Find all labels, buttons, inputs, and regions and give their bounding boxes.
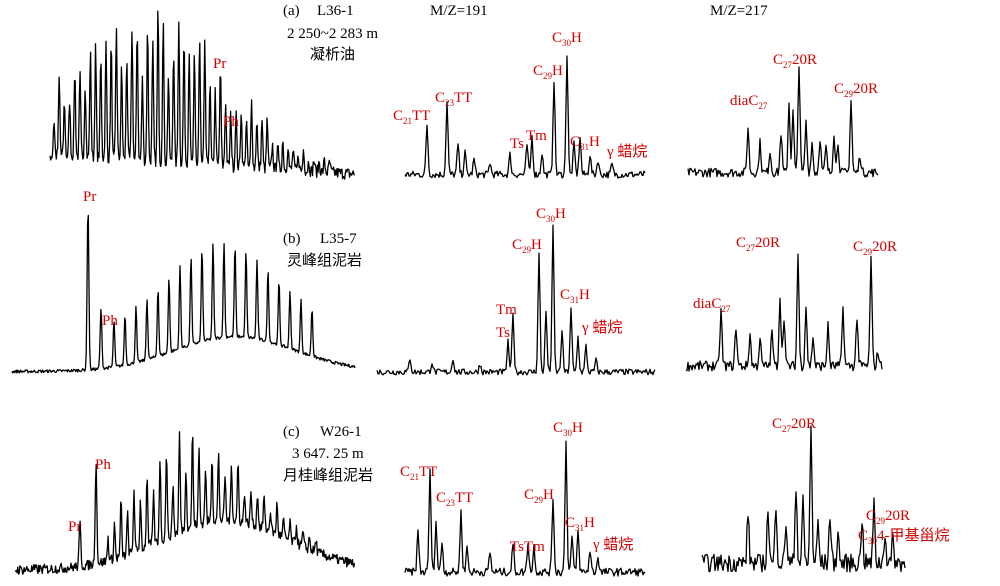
panel-b-m191-trace bbox=[376, 224, 656, 376]
mz191-header: M/Z=191 bbox=[430, 3, 488, 19]
panel-a-gammacerane-label: γ 蜡烷 bbox=[606, 143, 647, 160]
panel-a-pr-label: Pr bbox=[213, 56, 226, 72]
panel-a-tm-label: Tm bbox=[526, 128, 547, 144]
panel-c-c21tt-label: C21TT bbox=[400, 464, 437, 482]
panel-b-well: L35-7 bbox=[320, 231, 357, 247]
panel-a-ph-label: Ph bbox=[223, 114, 239, 130]
panel-a-c29h-label: C29H bbox=[533, 63, 563, 81]
panel-c: (c) W26-1 3 647. 25 m 月桂峰组泥岩 Ph Pr C21TT… bbox=[15, 416, 950, 577]
panel-c-c31h-label: C31H bbox=[565, 515, 595, 533]
panel-b-c29-20r-label: C2920R bbox=[853, 239, 897, 257]
panel-b-ph-label: Ph bbox=[102, 313, 118, 329]
panel-a-c31h-label: C31H bbox=[570, 134, 600, 152]
panel-b-ts-label: Ts bbox=[496, 325, 510, 341]
panel-b-c31h-label: C31H bbox=[560, 287, 590, 305]
panel-b-m217-trace bbox=[685, 253, 883, 372]
panel-c-c27-20r-label: C2720R bbox=[772, 416, 816, 434]
panel-c-sample: 月桂峰组泥岩 bbox=[283, 467, 373, 484]
panel-a-diac27-label: diaC27 bbox=[730, 93, 768, 111]
panel-a-ts-label: Ts bbox=[510, 136, 524, 152]
panel-c-c30-sterane-label: C304-甲基甾烷 bbox=[858, 527, 950, 546]
panel-a-c30h-label: C30H bbox=[552, 30, 582, 48]
panel-b-c27-20r-label: C2720R bbox=[736, 235, 780, 253]
panel-b-c30h-label: C30H bbox=[536, 206, 566, 224]
panel-c-tag: (c) bbox=[283, 424, 300, 440]
panel-b-tm-label: Tm bbox=[496, 302, 517, 318]
panel-c-c29h-label: C29H bbox=[524, 487, 554, 505]
panel-c-m191-trace bbox=[404, 440, 646, 577]
panel-a-sample: 凝析油 bbox=[310, 46, 355, 63]
panel-c-gc-trace bbox=[15, 431, 356, 575]
panel-a-depth: 2 250~2 283 m bbox=[287, 26, 378, 42]
panel-a-well: L36-1 bbox=[317, 3, 354, 19]
panel-b-sample: 灵峰组泥岩 bbox=[287, 252, 362, 269]
panel-b: (b) L35-7 灵峰组泥岩 Pr Ph Tm Ts C29H C30H C3… bbox=[11, 189, 897, 376]
panel-a-gc-trace bbox=[49, 10, 356, 180]
panel-c-m217-trace bbox=[701, 425, 906, 573]
panel-b-gc-trace bbox=[11, 214, 356, 374]
panel-c-well: W26-1 bbox=[320, 424, 362, 440]
panel-a-c29-20r-label: C2920R bbox=[834, 81, 878, 99]
panel-b-tag: (b) bbox=[283, 231, 301, 247]
panel-c-c30h-label: C30H bbox=[553, 420, 583, 438]
panel-a-m217-trace bbox=[687, 66, 879, 178]
panel-a-c21tt-label: C21TT bbox=[393, 108, 430, 126]
mz217-header: M/Z=217 bbox=[710, 3, 768, 19]
panel-a-c27-20r-label: C2720R bbox=[773, 52, 817, 70]
panel-c-gammacerane-label: γ 蜡烷 bbox=[592, 536, 633, 553]
panel-c-ph-label: Ph bbox=[95, 457, 111, 473]
panel-a-m191-trace bbox=[404, 55, 646, 179]
panel-c-depth: 3 647. 25 m bbox=[292, 446, 364, 462]
panel-b-gammacerane-label: γ 蜡烷 bbox=[581, 319, 622, 336]
panel-a-tag: (a) bbox=[283, 3, 300, 19]
panel-b-diac27-label: diaC27 bbox=[693, 296, 731, 314]
panel-b-c29h-label: C29H bbox=[512, 237, 542, 255]
panel-c-c29-20r-label: C2920R bbox=[866, 508, 910, 526]
panel-c-tstm-label: TsTm bbox=[510, 539, 545, 555]
panel-a-c23tt-label: C23TT bbox=[435, 90, 472, 108]
panel-b-pr-label: Pr bbox=[83, 189, 96, 205]
panel-a: (a) L36-1 2 250~2 283 m 凝析油 Pr Ph C21TT … bbox=[49, 3, 879, 180]
panel-c-pr-label: Pr bbox=[68, 519, 81, 535]
panel-c-c23tt-label: C23TT bbox=[436, 490, 473, 508]
